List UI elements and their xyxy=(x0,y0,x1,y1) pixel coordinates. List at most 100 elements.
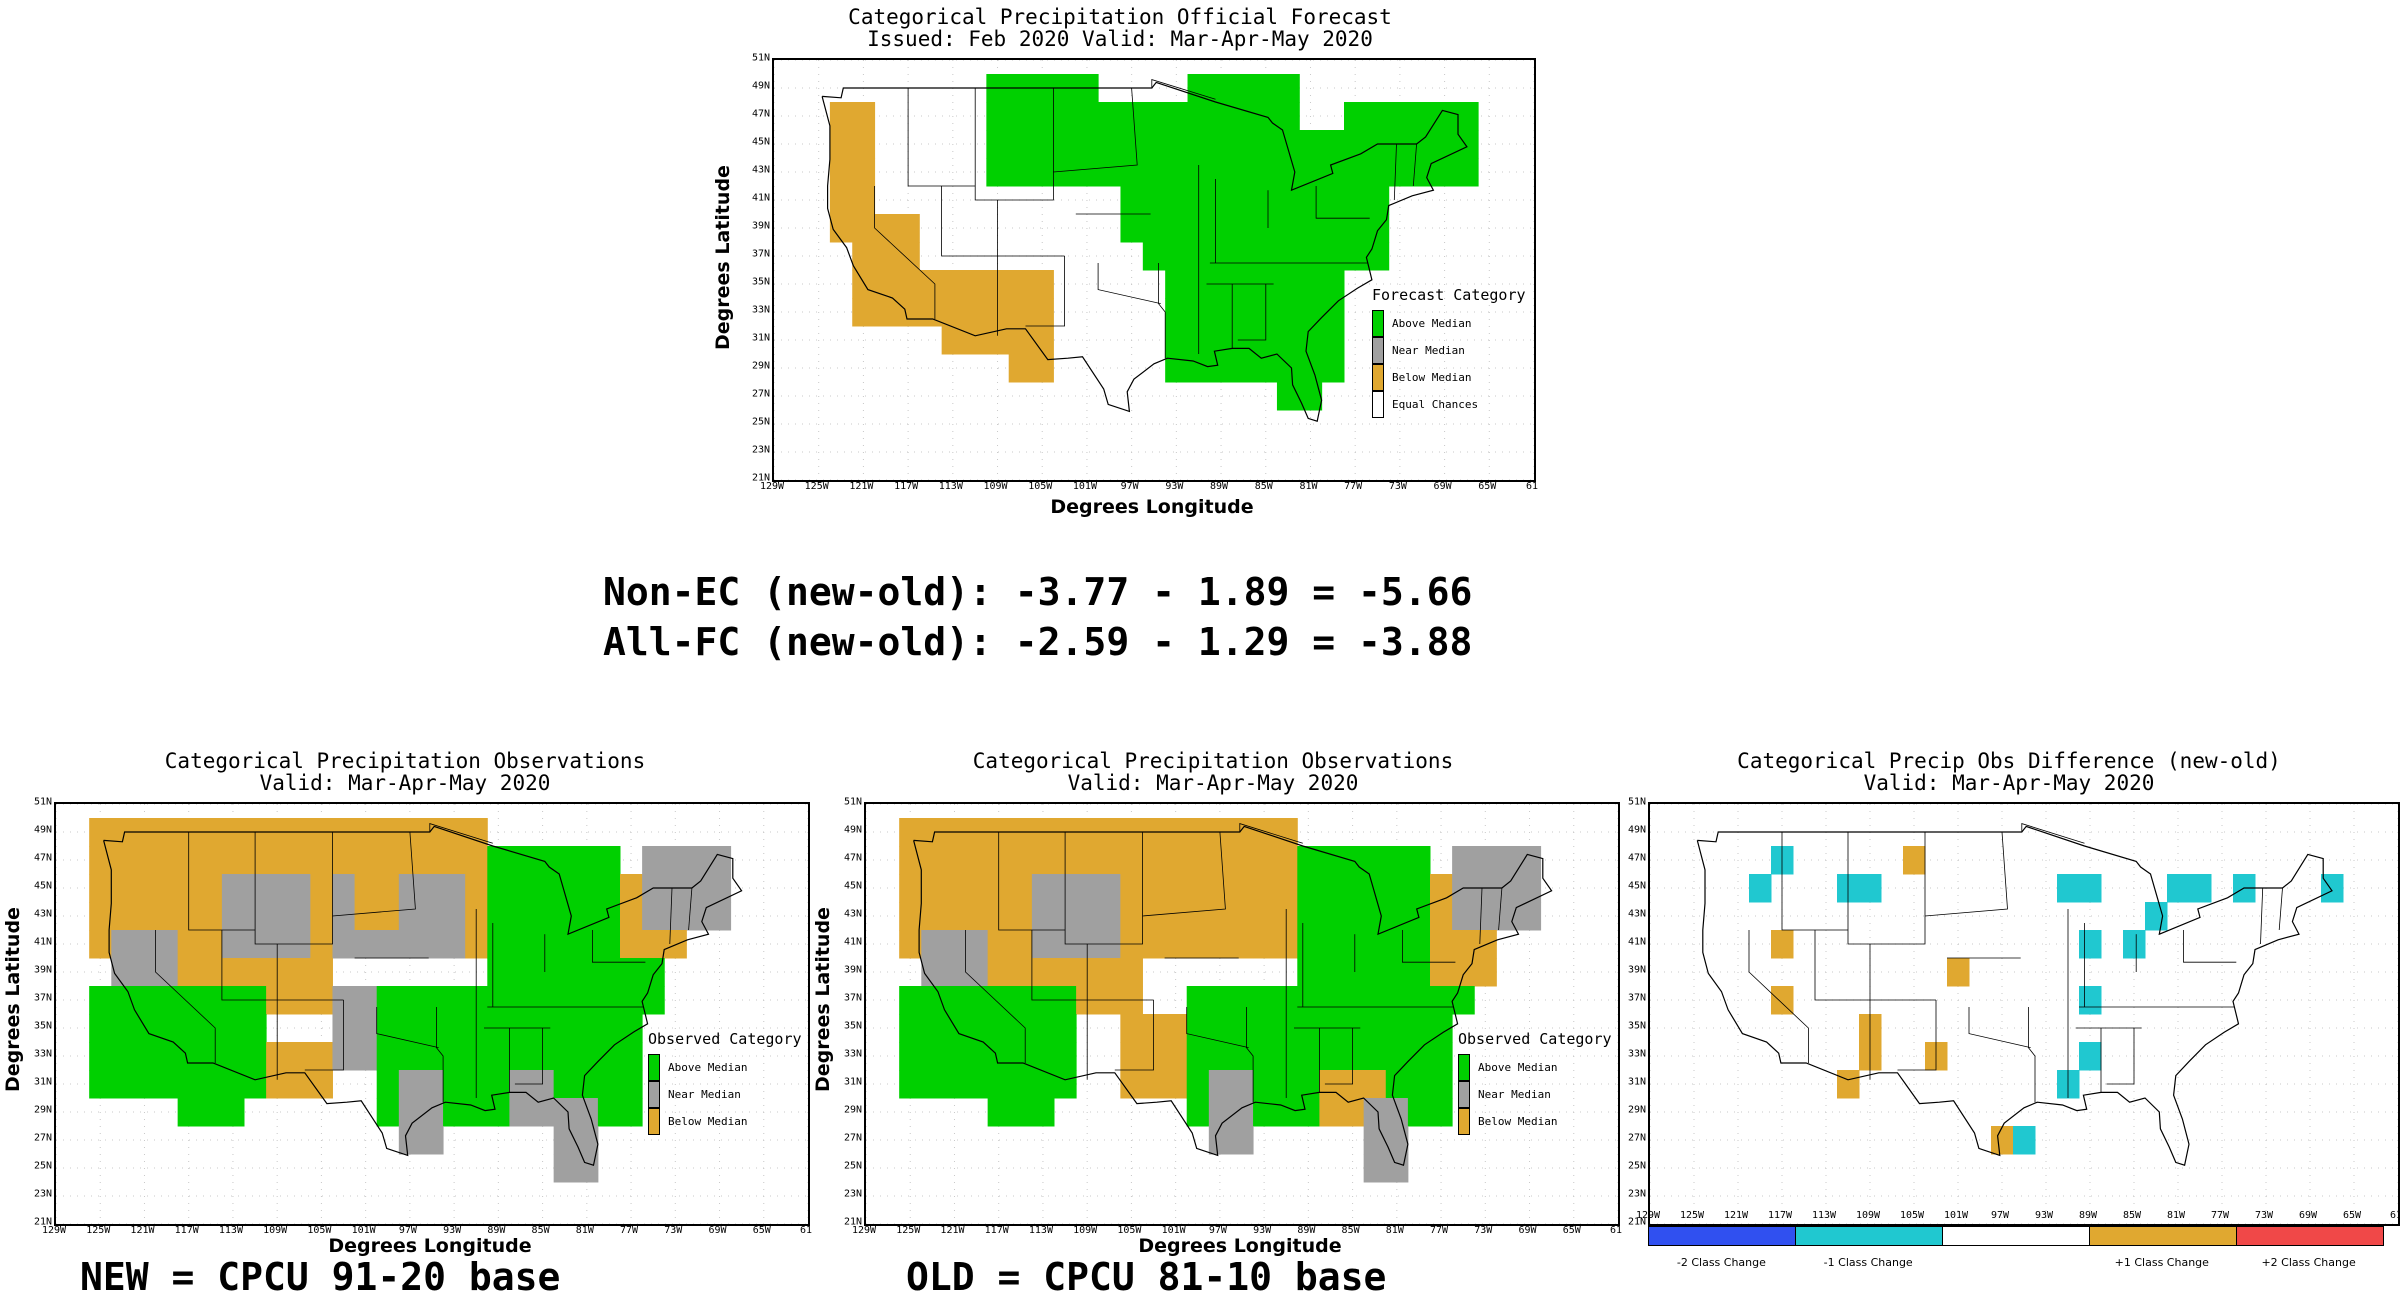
category-cell xyxy=(575,930,599,959)
lon-tick-label: 97W xyxy=(398,1225,417,1236)
category-cell xyxy=(420,1014,444,1043)
lon-tick-label: 77W xyxy=(1344,481,1363,492)
legend-label: Below Median xyxy=(1478,1115,1558,1128)
category-cell xyxy=(575,958,599,987)
colorbar-segment xyxy=(1942,1227,2089,1245)
category-cell xyxy=(1165,270,1189,299)
category-cell xyxy=(899,930,922,959)
category-cell xyxy=(244,1042,267,1071)
category-cell xyxy=(89,902,112,931)
lon-tick-label: 97W xyxy=(1990,1210,2010,1221)
lat-tick-label: 47N xyxy=(751,108,770,120)
legend-swatch xyxy=(1372,391,1384,418)
category-cell xyxy=(874,242,898,271)
category-cell xyxy=(1209,186,1233,215)
lat-tick-label: 47N xyxy=(843,852,862,864)
category-cell xyxy=(1407,1042,1431,1071)
obs-new-caption: NEW = CPCU 91-20 base xyxy=(80,1255,561,1299)
category-cell xyxy=(1749,874,1772,903)
lon-tick-label: 117W xyxy=(894,481,919,492)
category-cell xyxy=(1165,298,1189,327)
legend-row: Below Median xyxy=(1372,364,1526,391)
lat-tick-label: 35N xyxy=(1627,1020,1646,1032)
category-cell xyxy=(1276,74,1300,103)
lon-tick-label: 73W xyxy=(1474,1225,1493,1236)
lat-tick-label: 29N xyxy=(751,360,770,372)
category-cell xyxy=(1054,958,1077,987)
category-cell xyxy=(420,986,444,1015)
map-svg xyxy=(774,60,1534,480)
state-border xyxy=(1479,887,1483,945)
category-cell xyxy=(1319,1098,1343,1127)
category-cell xyxy=(1142,242,1166,271)
category-cell xyxy=(1120,186,1144,215)
category-cell xyxy=(1120,846,1143,875)
category-cell xyxy=(310,874,333,903)
lon-tick-label: 81W xyxy=(575,1225,594,1236)
category-cell xyxy=(1430,1042,1453,1071)
category-cell xyxy=(852,130,876,159)
category-cell xyxy=(1031,1042,1055,1071)
category-cell xyxy=(1407,1014,1431,1043)
category-cell xyxy=(376,902,400,931)
category-cell xyxy=(1098,902,1121,931)
category-cell xyxy=(266,846,289,875)
category-cell xyxy=(1165,326,1189,355)
category-cell xyxy=(1276,270,1300,299)
category-cell xyxy=(1299,354,1323,383)
category-cell xyxy=(1187,130,1211,159)
colorbar-label: +2 Class Change xyxy=(2261,1256,2356,1269)
category-cell xyxy=(1363,1014,1387,1043)
lon-tick-label: 81W xyxy=(1385,1225,1404,1236)
legend-row: Near Median xyxy=(1372,337,1526,364)
lat-tick-label: 47N xyxy=(1627,852,1646,864)
state-border xyxy=(254,832,333,945)
category-cell xyxy=(398,1070,422,1099)
category-cell xyxy=(1474,902,1497,931)
state-border xyxy=(1897,1000,1937,1071)
category-cell xyxy=(943,874,967,903)
category-cell xyxy=(1165,242,1189,271)
category-cell xyxy=(921,1014,944,1043)
legend-row: Below Median xyxy=(648,1108,802,1135)
forecast-title-line2: Issued: Feb 2020 Valid: Mar-Apr-May 2020 xyxy=(867,27,1373,51)
category-cell xyxy=(1344,242,1367,271)
category-cell xyxy=(1230,1014,1254,1043)
legend-row: Above Median xyxy=(648,1054,802,1081)
lon-tick-label: 85W xyxy=(531,1225,550,1236)
lat-tick-label: 51N xyxy=(751,52,770,64)
category-cell xyxy=(1031,1014,1055,1043)
category-cell xyxy=(1186,930,1210,959)
category-cell xyxy=(1363,874,1387,903)
category-cell xyxy=(2145,902,2168,931)
category-cell xyxy=(1452,930,1475,959)
category-cell xyxy=(487,1098,510,1127)
category-cell xyxy=(899,1070,922,1099)
category-cell xyxy=(443,986,466,1015)
category-cell xyxy=(1254,130,1278,159)
stats-line-1: Non-EC (new-old): -3.77 - 1.89 = -5.66 xyxy=(603,570,1473,614)
category-cell xyxy=(111,846,134,875)
category-cell xyxy=(420,1070,444,1099)
legend-row: Below Median xyxy=(1458,1108,1612,1135)
category-cell xyxy=(221,1070,245,1099)
diff-colorbar-labels: -2 Class Change -1 Class Change +1 Class C… xyxy=(1648,1256,2382,1272)
category-cell xyxy=(1053,102,1077,131)
category-cell xyxy=(1452,958,1475,987)
category-cell xyxy=(1253,986,1276,1015)
lon-tick-label: 85W xyxy=(1341,1225,1360,1236)
category-cell xyxy=(1031,326,1054,355)
category-cell xyxy=(89,846,112,875)
category-cell xyxy=(487,958,510,987)
category-cell xyxy=(1319,902,1343,931)
category-cell xyxy=(1276,242,1300,271)
category-cell xyxy=(1164,1042,1188,1071)
colorbar-label: -1 Class Change xyxy=(1823,1256,1913,1269)
lon-tick-label: 89W xyxy=(2078,1210,2098,1221)
obs-old-x-label: Degrees Longitude xyxy=(1138,1235,1342,1257)
lat-tick-label: 31N xyxy=(33,1076,52,1088)
category-cell xyxy=(1186,874,1210,903)
category-cell xyxy=(708,874,732,903)
diff-panel: Categorical Precip Obs Difference (new-o… xyxy=(1618,744,2400,1306)
lat-tick-label: 41N xyxy=(1627,936,1646,948)
